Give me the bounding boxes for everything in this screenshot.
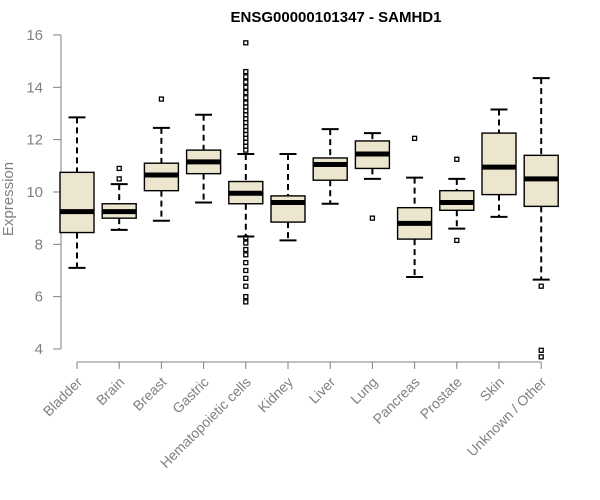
outlier-point (243, 267, 249, 274)
box-group-hematopoietic-cells (228, 40, 264, 305)
outlier-point (411, 135, 418, 141)
x-tick-label: Liver (306, 374, 339, 407)
outlier-point (116, 165, 122, 172)
box-series (59, 40, 559, 360)
outlier-point (158, 96, 165, 102)
box-group-brain (101, 165, 137, 231)
box-group-bladder (59, 116, 95, 269)
x-tick-label: Skin (477, 374, 508, 405)
y-axis: 4 6 8 10 12 14 16 (26, 27, 62, 358)
y-tick-label: 16 (26, 27, 43, 44)
outlier-point (454, 156, 460, 162)
outlier-point (243, 74, 249, 80)
y-tick-label: 10 (26, 184, 43, 201)
x-tick-label: Prostate (417, 374, 465, 422)
outlier-point (243, 84, 249, 90)
outlier-point (243, 235, 249, 241)
box-group-lung (354, 132, 391, 221)
box-group-skin (481, 108, 517, 218)
outlier-point (243, 40, 249, 46)
iqr-box (312, 157, 348, 181)
outlier-point (243, 259, 249, 266)
box-group-prostate (439, 156, 475, 244)
iqr-box (59, 171, 95, 234)
y-axis-label: Expression (0, 162, 17, 236)
outlier-point (369, 215, 376, 221)
outlier-point (243, 283, 249, 289)
x-tick-label: Kidney (255, 374, 297, 416)
y-tick-label: 8 (35, 236, 43, 253)
box-group-unknown-other (523, 77, 559, 360)
outlier-point (243, 89, 249, 96)
outlier-point (243, 79, 249, 85)
y-tick-label: 12 (26, 132, 43, 149)
x-tick-label: Unknown / Other (464, 374, 550, 460)
y-tick-label: 4 (35, 341, 43, 358)
x-tick-label: Bladder (40, 374, 86, 420)
outlier-point (243, 299, 249, 305)
box-group-kidney (270, 153, 306, 242)
outlier-point (243, 68, 249, 75)
outlier-point (538, 283, 544, 289)
outlier-point (454, 237, 460, 244)
y-tick-label: 14 (26, 79, 43, 96)
outlier-point (243, 294, 249, 300)
outlier-point (243, 246, 249, 253)
outlier-point (538, 347, 544, 353)
outlier-point (243, 240, 249, 246)
box-group-liver (312, 128, 348, 205)
x-tick-label: Lung (347, 374, 380, 407)
outlier-point (243, 275, 249, 281)
outlier-point (243, 95, 249, 101)
y-tick-label: 6 (35, 289, 43, 306)
x-tick-label: Breast (130, 374, 170, 414)
box-group-gastric (185, 113, 222, 204)
iqr-box (270, 195, 306, 223)
outlier-point (243, 252, 249, 258)
x-tick-label: Pancreas (370, 374, 423, 427)
chart-title: ENSG00000101347 - SAMHD1 (231, 9, 442, 26)
outlier-point (116, 176, 122, 182)
x-tick-label: Brain (93, 374, 127, 408)
box-group-breast (143, 96, 180, 222)
outlier-point (538, 354, 544, 360)
outlier-point (243, 147, 249, 153)
iqr-box (481, 132, 517, 196)
box-group-pancreas (396, 135, 433, 279)
